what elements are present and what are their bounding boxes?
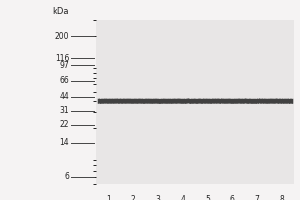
Text: 66: 66 <box>59 76 69 85</box>
Text: 7: 7 <box>254 195 259 200</box>
Text: 22: 22 <box>60 120 69 129</box>
Text: 1: 1 <box>106 195 111 200</box>
Text: kDa: kDa <box>52 7 69 16</box>
Text: 8: 8 <box>279 195 284 200</box>
Text: 6: 6 <box>64 172 69 181</box>
Text: 44: 44 <box>59 92 69 101</box>
Text: 31: 31 <box>59 106 69 115</box>
Text: 97: 97 <box>59 61 69 70</box>
Text: 2: 2 <box>131 195 136 200</box>
Text: 14: 14 <box>59 138 69 147</box>
Text: 3: 3 <box>155 195 160 200</box>
Text: 5: 5 <box>205 195 210 200</box>
Text: 4: 4 <box>180 195 185 200</box>
Text: 200: 200 <box>55 32 69 41</box>
Text: 116: 116 <box>55 54 69 63</box>
Text: 6: 6 <box>230 195 235 200</box>
